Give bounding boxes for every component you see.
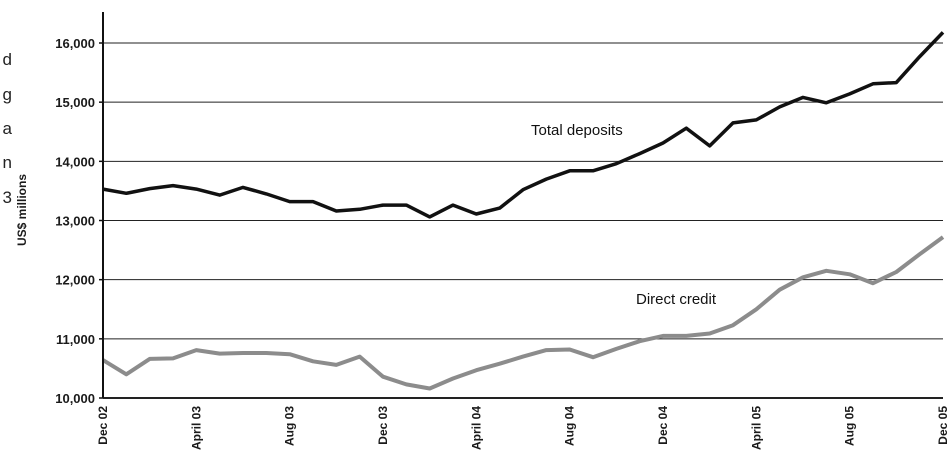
gridlines [99,43,943,398]
series-line-total-deposits [103,32,943,217]
x-tick-label: April 03 [189,406,203,450]
y-tick-label: 16,000 [55,36,95,51]
y-axis-label: US$ millions [15,174,29,246]
x-tick-label: Aug 03 [283,406,297,446]
x-tick-labels: Dec 02 April 03 Aug 03 Dec 03 April 04 Aug 04… [96,406,947,450]
series-line-direct-credit [103,237,943,388]
x-tick-label: Dec 04 [656,406,670,445]
x-tick-label: Dec 02 [96,406,110,445]
series-lines [103,32,943,388]
y-tick-label: 13,000 [55,214,95,229]
y-tick-label: 11,000 [56,332,95,347]
x-tick-label: Aug 05 [843,406,857,446]
x-tick-label: Aug 04 [563,406,577,446]
x-tick-label: April 04 [469,406,483,450]
y-tick-labels: 10,000 11,000 12,000 13,000 14,000 15,000 16,0… [55,36,95,406]
y-tick-label: 10,000 [55,391,95,406]
y-tick-label: 14,000 [55,154,95,169]
y-tick-label: 15,000 [55,95,95,110]
x-tick-label: Dec 05 [936,406,947,445]
y-tick-label: 12,000 [55,273,95,288]
x-tick-label: Dec 03 [376,406,390,445]
series-label-direct-credit: Direct credit [636,291,717,308]
series-label-total-deposits: Total deposits [531,122,623,139]
x-tick-label: April 05 [749,406,763,450]
